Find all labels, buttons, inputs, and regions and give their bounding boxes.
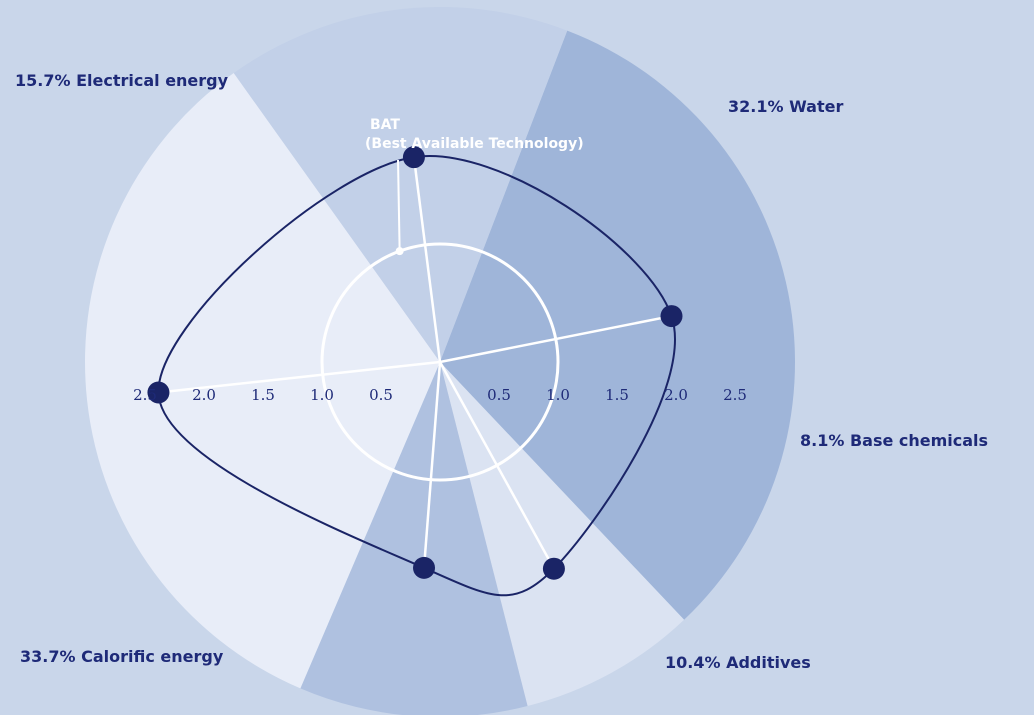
bat-sublabel: (Best Available Technology) bbox=[365, 136, 584, 152]
tick-label-left-4: 2.5 bbox=[133, 386, 157, 404]
bat-pointer-line bbox=[397, 159, 401, 252]
segment-label-2: 10.4% Additives bbox=[665, 653, 811, 672]
tick-label-left-1: 1.0 bbox=[310, 386, 334, 404]
data-point-1 bbox=[542, 557, 565, 580]
tick-label-right-2: 1.5 bbox=[605, 386, 629, 404]
data-point-2 bbox=[413, 556, 436, 579]
tick-label-right-4: 2.5 bbox=[723, 386, 747, 404]
bat-reference-circle bbox=[320, 242, 560, 482]
segment-2 bbox=[300, 362, 528, 715]
segment-1 bbox=[440, 362, 685, 707]
data-point-4 bbox=[402, 146, 425, 169]
tick-label-right-1: 1.0 bbox=[546, 386, 570, 404]
series-line bbox=[157, 155, 676, 597]
spoke-2 bbox=[422, 361, 442, 568]
segment-label-3: 33.7% Calorific energy bbox=[20, 647, 224, 666]
segment-label-4: 15.7% Electrical energy bbox=[15, 71, 229, 90]
tick-label-right-3: 2.0 bbox=[664, 386, 688, 404]
spoke-3 bbox=[158, 360, 441, 394]
segment-4 bbox=[233, 6, 568, 363]
bat-pointer-dot bbox=[395, 247, 404, 256]
tick-label-left-2: 1.5 bbox=[251, 386, 275, 404]
data-point-0 bbox=[660, 305, 683, 328]
tick-label-left-0: 0.5 bbox=[369, 386, 393, 404]
segment-label-1: 8.1% Base chemicals bbox=[800, 431, 988, 450]
bat-label: BAT bbox=[370, 117, 400, 133]
segment-label-0: 32.1% Water bbox=[728, 97, 843, 116]
tick-label-right-0: 0.5 bbox=[487, 386, 511, 404]
tick-label-left-3: 2.0 bbox=[192, 386, 216, 404]
spoke-4 bbox=[412, 156, 442, 363]
data-point-3 bbox=[147, 381, 170, 404]
segment-0 bbox=[440, 30, 795, 620]
